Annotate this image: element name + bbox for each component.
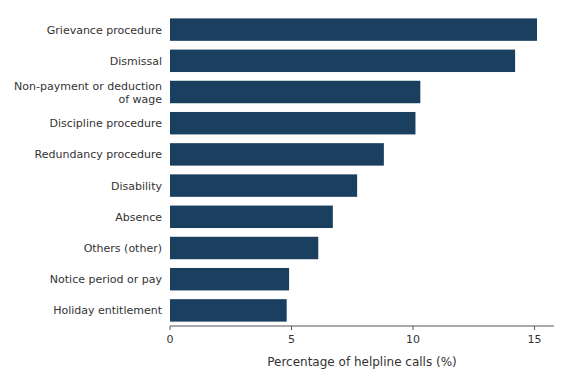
bars (170, 18, 537, 321)
y-tick-label: Others (other) (84, 242, 162, 255)
y-tick-label: Disability (111, 180, 162, 193)
bar (170, 299, 287, 321)
x-tick (413, 326, 414, 330)
y-tick-labels: Holiday entitlement Notice period or pay O… (14, 24, 163, 318)
y-tick-label: Dismissal (110, 55, 162, 68)
x-tick-label: 5 (288, 333, 295, 346)
y-tick-label: Discipline procedure (49, 117, 162, 130)
x-tick (291, 326, 292, 330)
x-tick (170, 326, 171, 330)
x-tick (534, 326, 535, 330)
bar (170, 174, 357, 196)
y-tick-label: Grievance procedure (47, 24, 162, 37)
x-axis-label: Percentage of helpline calls (%) (267, 355, 457, 369)
x-tick-label: 15 (528, 333, 542, 346)
bar (170, 50, 515, 72)
x-axis-line (170, 326, 554, 327)
x-tick-label: 0 (167, 333, 174, 346)
y-tick-label: Notice period or pay (50, 273, 163, 286)
bar (170, 206, 333, 228)
y-tick-label: Non-payment or deductionof wage (14, 80, 162, 106)
x-tick-label: 10 (406, 333, 420, 346)
bar (170, 112, 415, 134)
chart-svg: Holiday entitlement Notice period or pay O… (0, 0, 576, 384)
bar (170, 81, 420, 103)
bar (170, 268, 289, 290)
y-tick-label: Redundancy procedure (35, 148, 163, 161)
bar (170, 143, 384, 165)
y-tick-label: Holiday entitlement (53, 304, 163, 317)
bar (170, 18, 537, 40)
x-ticks: 0 5 10 15 (167, 326, 542, 346)
chart-container: Holiday entitlement Notice period or pay O… (0, 0, 576, 384)
y-tick-label: Absence (115, 211, 162, 224)
bar (170, 237, 318, 259)
